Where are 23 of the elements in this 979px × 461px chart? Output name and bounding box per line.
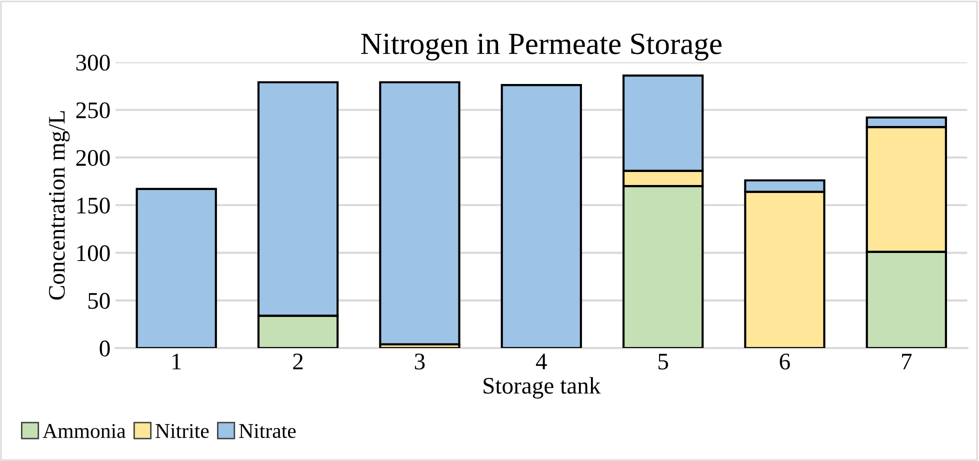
- y-tick-label: 300: [76, 54, 110, 71]
- legend-label: Nitrate: [239, 424, 296, 438]
- y-tick-label: 150: [77, 198, 110, 214]
- x-tick-label: 1: [172, 354, 181, 370]
- legend-label: Ammonia: [42, 424, 126, 438]
- bar: [500, 84, 582, 348]
- x-tick-label: 7: [902, 354, 912, 370]
- x-tick-label: 2: [293, 354, 303, 370]
- bar: [136, 188, 217, 348]
- x-tick-label: 5: [658, 354, 668, 370]
- x-tick-label: 6: [780, 354, 790, 370]
- x-tick-label: 4: [536, 354, 547, 370]
- y-tick-label: 0: [100, 340, 110, 356]
- chart-title: Nitrogen in Permeate Storage: [361, 34, 722, 60]
- bar: [379, 81, 460, 346]
- y-axis-title: Concentration mg/L: [48, 111, 70, 300]
- legend-label: Nitrite: [156, 424, 209, 438]
- x-axis-title: Storage tank: [484, 377, 601, 399]
- y-tick-label: 250: [76, 102, 110, 118]
- y-tick-label: 200: [76, 150, 110, 166]
- x-tick-label: 3: [414, 354, 425, 370]
- y-tick-label: 100: [77, 245, 110, 262]
- y-tick-label: 50: [88, 292, 110, 309]
